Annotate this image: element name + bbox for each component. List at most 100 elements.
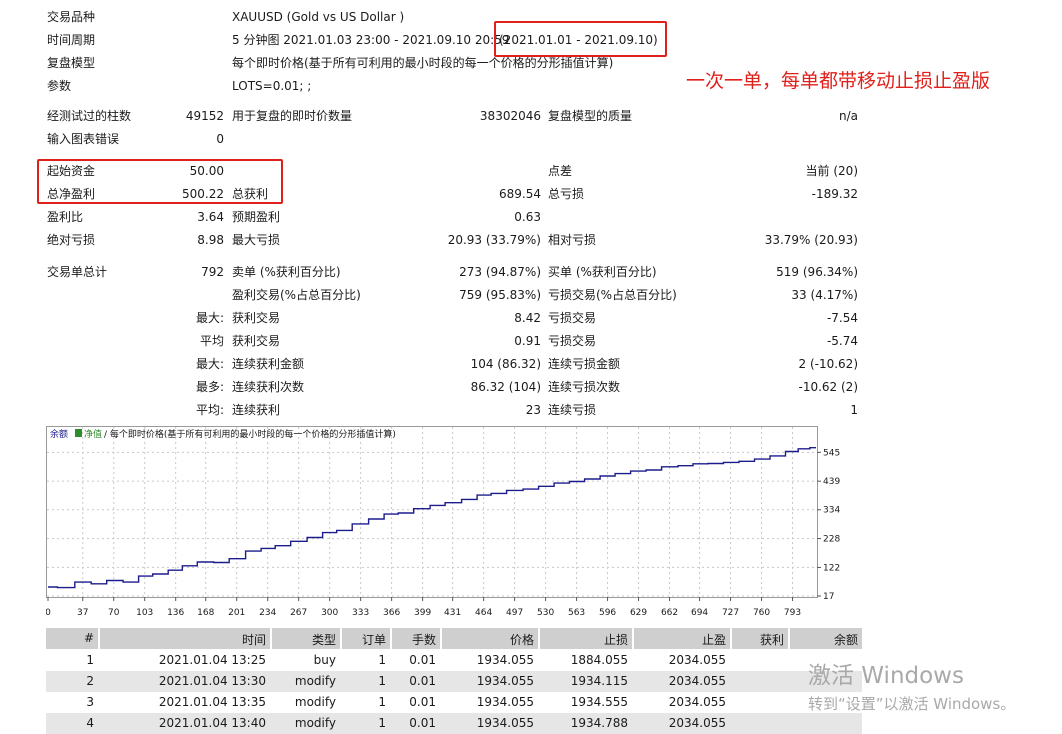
header-cell-lots: 手数 [392,628,440,649]
spread-value: 当前 (20) [805,164,858,178]
header-cell-order: 订单 [342,628,390,649]
total-trades-value: 792 [201,265,224,279]
average-profit-label: 获利交易 [232,334,281,348]
avg-consec-losses-label: 连续亏损 [548,403,597,417]
x-tick-label: 399 [414,608,431,618]
cell-order: 1 [378,695,386,709]
x-tick-label: 662 [661,608,678,618]
max-consec-wins-value: 104 (86.32) [470,357,541,371]
largest-loss-label: 亏损交易 [548,311,597,325]
x-tick-label: 37 [77,608,88,618]
short-trades-value: 273 (94.87%) [459,265,541,279]
cell-tp: 2034.055 [668,695,726,709]
max-drawdown-value: 20.93 (33.79%) [447,233,541,247]
cell-lots: 0.01 [409,716,436,730]
plot-frame [46,426,818,598]
cell-order: 1 [378,674,386,688]
y-tick-label: 228 [823,535,840,545]
cell-lots: 0.01 [409,653,436,667]
header-cell-type: 类型 [272,628,340,649]
balance-chart: 余额 净值 / 每个即时价格(基于所有可利用的最小时段的每一个价格的分形插值计算… [46,426,840,618]
net-profit-value: 500.22 [182,187,224,201]
rel-drawdown-value: 33.79% (20.93) [764,233,858,247]
x-axis-ticks: 0 37 70 103 136 168 201 234 267 300 333 366 399 431 46… [46,597,801,618]
params-label: 参数 [47,79,72,93]
x-tick-label: 201 [228,608,245,618]
most-consec-losses-value: -10.62 (2) [798,380,859,394]
x-tick-label: 727 [722,608,739,618]
average-prefix: 平均 [199,334,224,348]
x-tick-label: 267 [290,608,307,618]
most-consec-wins-label: 连续获利次数 [232,380,305,394]
cell-sl: 1934.788 [570,716,628,730]
initial-deposit-value: 50.00 [189,164,224,178]
x-tick-label: 497 [506,608,523,618]
cell-price: 1934.055 [476,695,534,709]
cell-sl: 1934.555 [570,695,628,709]
legend-model-text: / 每个即时价格(基于所有可利用的最小时段的每一个价格的分形插值计算) [104,428,396,440]
cell-time: 2021.01.04 13:30 [158,674,266,688]
params-value: LOTS=0.01; ; [232,79,312,93]
cell-type: modify [294,716,336,730]
bars-value: 49152 [185,109,224,123]
avg-consec-wins-value: 23 [525,403,541,417]
x-tick-label: 694 [691,608,708,618]
abs-drawdown-label: 绝对亏损 [47,233,96,247]
ticks-value: 38302046 [479,109,541,123]
largest-prefix: 最大: [195,311,224,325]
x-tick-label: 563 [568,608,585,618]
trade-row: 3 2021.01.04 13:35 modify 1 0.01 1934.055 1934… [46,692,862,713]
cell-type: buy [313,653,336,667]
x-tick-label: 333 [352,608,369,618]
cell-lots: 0.01 [409,674,436,688]
x-tick-label: 300 [321,608,338,618]
x-tick-label: 0 [46,608,51,618]
period-range: (2021.01.01 - 2021.09.10) [499,33,658,47]
quality-value: n/a [838,109,858,123]
trade-row: 4 2021.01.04 13:40 modify 1 0.01 1934.055 1934… [46,713,862,734]
initial-deposit-label: 起始资金 [47,164,96,178]
cell-price: 1934.055 [476,716,534,730]
y-axis-ticks: 17 122 228 334 439 545 [817,448,840,602]
y-tick-label: 545 [823,448,840,458]
cell-tp: 2034.055 [668,716,726,730]
y-tick-label: 334 [823,506,840,516]
net-profit-label: 总净盈利 [47,187,96,201]
date-range-highlight [494,21,667,57]
trade-row: 1 2021.01.04 13:25 buy 1 0.01 1934.055 1884.05… [46,650,862,671]
long-trades-label: 买单 (%获利百分比) [548,265,657,279]
loss-trades-label: 亏损交易(%占总百分比) [548,288,677,302]
symbol-value: XAUUSD (Gold vs US Dollar ) [232,10,405,24]
average-profit-value: 0.91 [514,334,541,348]
max-consec-losses-value: 2 (-10.62) [798,357,859,371]
cell-price: 1934.055 [476,674,534,688]
header-cell-tp: 止盈 [634,628,730,649]
spread-label: 点差 [548,164,573,178]
x-tick-label: 464 [475,608,492,618]
y-tick-label: 17 [823,592,834,602]
activation-subtitle: 转到“设置”以激活 Windows。 [808,695,1016,713]
y-tick-label: 122 [823,563,840,573]
profit-trades-label: 盈利交易(%占总百分比) [232,288,361,302]
x-tick-label: 234 [259,608,276,618]
cell-sl: 1934.115 [570,674,628,688]
long-trades-value: 519 (96.34%) [776,265,858,279]
legend-equity: 净值 [84,428,102,440]
most-consec-prefix: 最多: [195,380,224,394]
cell-order: 1 [378,653,386,667]
cell-tp: 2034.055 [668,674,726,688]
expected-payoff-label: 预期盈利 [232,210,281,224]
gross-loss-value: -189.32 [811,187,858,201]
cell-tp: 2034.055 [668,653,726,667]
cell-index: 1 [86,653,94,667]
x-tick-label: 70 [108,608,120,618]
period-value: 5 分钟图 2021.01.03 23:00 - 2021.09.10 20:5… [232,33,510,47]
model-label: 复盘模型 [47,56,96,70]
x-tick-label: 136 [167,608,184,618]
max-consec-prefix: 最大: [195,357,224,371]
x-tick-label: 793 [784,608,801,618]
average-loss-label: 亏损交易 [548,334,597,348]
largest-profit-label: 获利交易 [232,311,281,325]
gross-loss-label: 总亏损 [548,187,585,201]
errors-value: 0 [216,132,224,146]
